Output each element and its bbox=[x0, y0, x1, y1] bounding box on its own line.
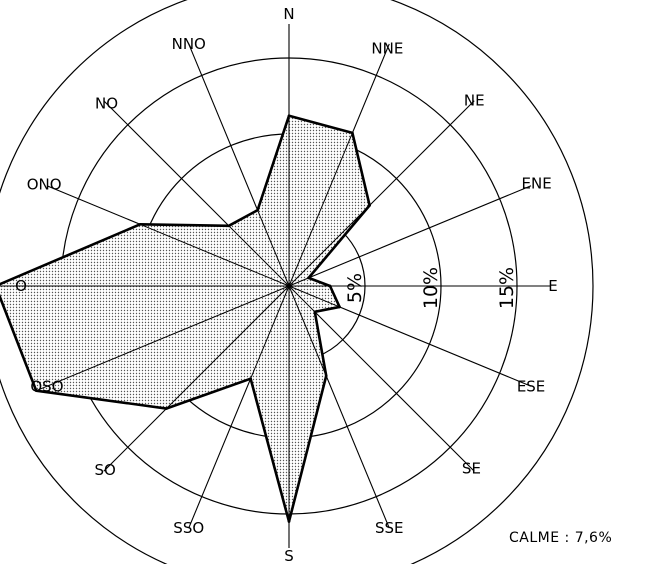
spoke-se bbox=[288, 285, 475, 472]
outline-segment-o bbox=[0, 223, 142, 286]
ring-4 bbox=[0, 0, 594, 564]
outline-segment-s bbox=[249, 377, 291, 523]
direction-label-nne: NNE bbox=[371, 40, 403, 58]
calm-label: CALME : bbox=[509, 530, 570, 546]
outline-segment-nno bbox=[256, 114, 291, 212]
ring-label-10: 10% bbox=[420, 267, 442, 309]
calm-value: 7,6% bbox=[574, 530, 613, 546]
inner-spoke-ese bbox=[288, 285, 340, 308]
direction-label-oso: OSO bbox=[30, 377, 63, 395]
outline-segment-ne bbox=[307, 204, 371, 280]
outline-segment-ono bbox=[138, 223, 231, 228]
calm-readout: CALME : 7,6% bbox=[509, 530, 612, 546]
outline-segment-se bbox=[313, 310, 328, 378]
direction-label-so: SO bbox=[94, 461, 115, 479]
inner-spoke-sse bbox=[288, 285, 327, 377]
frequency-area bbox=[0, 115, 370, 522]
inner-spoke-sso bbox=[250, 285, 290, 379]
outline-segment-e bbox=[328, 284, 341, 309]
inner-spoke-no bbox=[228, 225, 290, 287]
direction-label-ne: NE bbox=[464, 92, 485, 110]
direction-label-ono: ONO bbox=[27, 176, 62, 194]
direction-label-o: O bbox=[15, 277, 27, 295]
outline-segment-so bbox=[34, 389, 168, 410]
direction-label-se: SE bbox=[462, 459, 481, 477]
inner-spoke-nne bbox=[288, 132, 353, 287]
inner-spoke-ene bbox=[288, 277, 309, 287]
direction-label-sso: SSO bbox=[173, 519, 204, 537]
outline-segment-ene bbox=[307, 276, 332, 288]
outline-segment-n bbox=[287, 114, 354, 135]
ring-labels: 5% 10% 15% bbox=[344, 267, 518, 309]
outline-segment-ese bbox=[313, 305, 341, 314]
ring-label-15: 15% bbox=[496, 267, 518, 309]
inner-spoke-so bbox=[166, 285, 290, 409]
direction-label-e: E bbox=[548, 277, 557, 295]
direction-label-ene: ENE bbox=[522, 174, 552, 192]
direction-label-ese: ESE bbox=[517, 377, 545, 395]
direction-label-s: S bbox=[284, 547, 294, 564]
inner-spoke-oso bbox=[36, 285, 290, 392]
direction-label-nno: NNO bbox=[172, 35, 206, 53]
spoke-ene bbox=[288, 185, 532, 287]
outline-segment-nne bbox=[351, 131, 371, 207]
frequency-shape bbox=[0, 114, 371, 523]
outline-segment-oso bbox=[0, 293, 38, 393]
inner-spoke-ono bbox=[139, 223, 290, 287]
direction-label-sse: SSE bbox=[375, 519, 404, 537]
outline-segment-no bbox=[227, 208, 259, 228]
direction-label-n: N bbox=[283, 5, 294, 23]
direction-labels: N NNE NE ENE E ESE SE SSE S SSO SO OSO O ONO NO NNO bbox=[15, 5, 558, 564]
ring-label-5: 5% bbox=[344, 273, 366, 303]
outline-segment-sso bbox=[165, 377, 252, 410]
inner-spoke-ne bbox=[288, 205, 370, 287]
inner-spoke-nno bbox=[257, 209, 290, 287]
inner-spoke-se bbox=[288, 285, 316, 313]
outline-segment-sse bbox=[287, 374, 328, 523]
direction-label-no: NO bbox=[95, 95, 118, 113]
